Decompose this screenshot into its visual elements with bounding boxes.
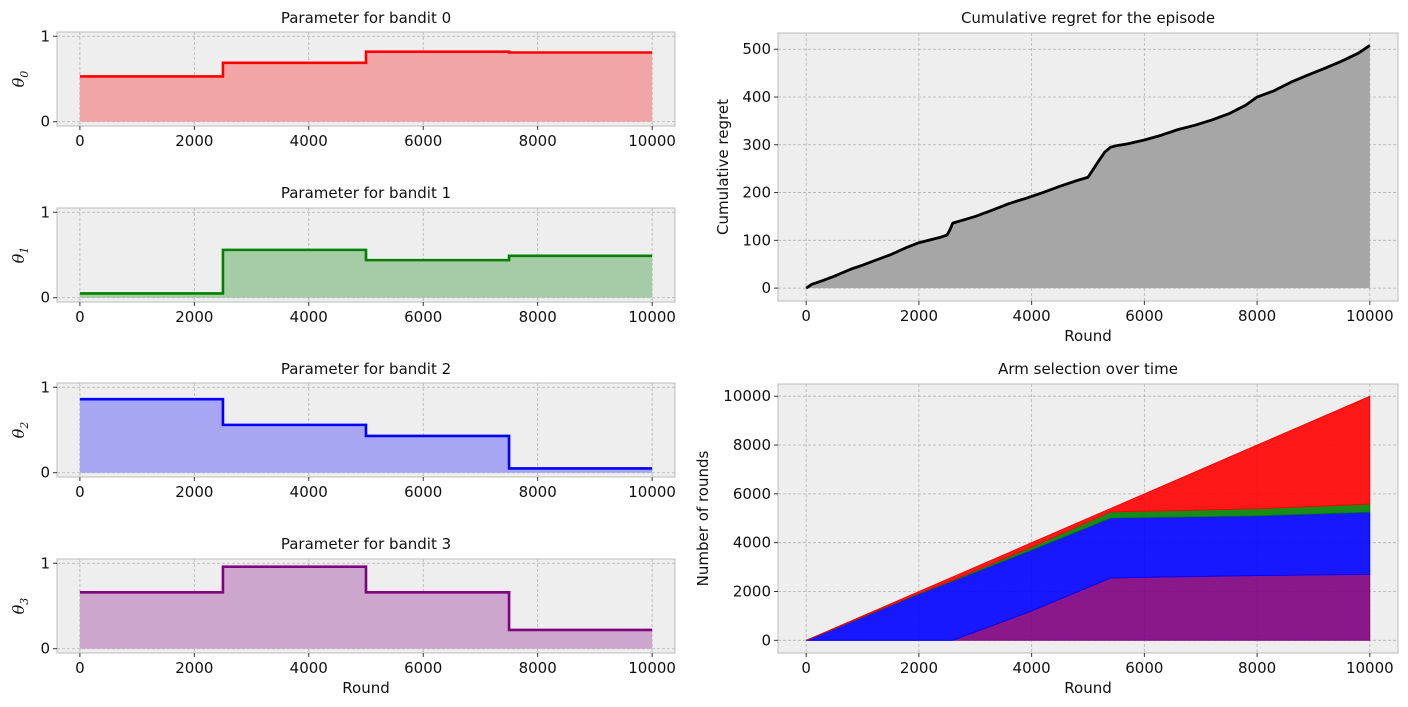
regret-line — [805, 44, 1371, 290]
chart-title: Cumulative regret for the episode — [961, 9, 1215, 27]
y-tick-label: 300 — [742, 136, 771, 154]
x-axis-label: Round — [1064, 679, 1111, 697]
chart-title: Parameter for bandit 1 — [281, 184, 451, 202]
parameter-fill — [79, 51, 653, 122]
x-tick-label: 6000 — [404, 132, 442, 150]
x-tick-label: 8000 — [519, 308, 557, 326]
y-tick-label: 1 — [40, 27, 50, 45]
chart-regret: Cumulative regret 0 2000 4000 6000 8000 10000 0… — [714, 9, 1399, 345]
y-axis-label: Cumulative regret — [714, 99, 732, 235]
chart-title: Parameter for bandit 0 — [281, 9, 451, 27]
x-tick-label: 0 — [801, 659, 811, 677]
stacked-area-3 — [806, 395, 1371, 641]
x-tick-label: 6000 — [404, 659, 442, 677]
x-axis-label: Round — [342, 679, 389, 697]
y-tick-label: 0 — [761, 279, 771, 297]
parameter-fill — [79, 249, 653, 298]
x-tick-label: 8000 — [519, 132, 557, 150]
chart-bandit1: θ1 0 2000 4000 6000 8000 10000 0 1 Parameter for … — [9, 184, 676, 326]
x-tick-label: 0 — [75, 659, 85, 677]
y-tick-label: 200 — [742, 184, 771, 202]
y-tick-label: 4000 — [733, 534, 771, 552]
chart-arms: Number of rounds 0 2000 4000 6000 8000 10000 0 2… — [694, 360, 1399, 697]
y-tick-label: 10000 — [723, 387, 771, 405]
chart-title: Parameter for bandit 2 — [281, 360, 451, 378]
chart-title: Arm selection over time — [998, 360, 1178, 378]
x-tick-label: 4000 — [1013, 659, 1051, 677]
y-tick-label: 1 — [40, 554, 50, 572]
x-tick-label: 0 — [75, 132, 85, 150]
x-tick-label: 0 — [75, 483, 85, 501]
x-tick-label: 0 — [801, 307, 811, 325]
x-tick-label: 6000 — [1125, 659, 1163, 677]
x-tick-label: 10000 — [628, 659, 676, 677]
y-tick-label: 0 — [40, 289, 50, 307]
x-tick-label: 8000 — [519, 483, 557, 501]
x-tick-label: 2000 — [175, 659, 213, 677]
y-tick-label: 0 — [40, 640, 50, 658]
x-tick-label: 8000 — [1238, 659, 1276, 677]
y-axis-label: Number of rounds — [694, 451, 712, 587]
y-tick-label: 0 — [40, 113, 50, 131]
chart-bandit0: θ0 0 2000 4000 6000 8000 10000 0 1 Parameter for … — [9, 9, 676, 150]
x-tick-label: 10000 — [628, 308, 676, 326]
x-tick-label: 2000 — [175, 308, 213, 326]
y-tick-label: 1 — [40, 378, 50, 396]
parameter-line — [79, 565, 653, 632]
x-tick-label: 4000 — [290, 308, 328, 326]
x-tick-label: 2000 — [900, 307, 938, 325]
x-tick-label: 4000 — [1013, 307, 1051, 325]
x-tick-label: 4000 — [290, 132, 328, 150]
x-tick-label: 6000 — [404, 483, 442, 501]
y-axis-label: θ3 — [9, 598, 31, 615]
chart-title: Parameter for bandit 3 — [281, 535, 451, 553]
x-tick-label: 8000 — [519, 659, 557, 677]
parameter-line — [79, 50, 653, 78]
regret-fill — [806, 45, 1370, 289]
parameter-line — [79, 397, 653, 470]
x-tick-label: 4000 — [290, 483, 328, 501]
y-axis-label: θ2 — [9, 422, 31, 439]
y-tick-label: 8000 — [733, 436, 771, 454]
x-tick-label: 4000 — [290, 659, 328, 677]
y-tick-label: 6000 — [733, 485, 771, 503]
x-axis-label: Round — [1064, 327, 1111, 345]
y-tick-label: 0 — [40, 464, 50, 482]
y-axis-label: θ0 — [9, 71, 31, 88]
x-tick-label: 10000 — [1346, 659, 1394, 677]
x-tick-label: 2000 — [900, 659, 938, 677]
x-tick-label: 2000 — [175, 132, 213, 150]
x-tick-label: 6000 — [1125, 307, 1163, 325]
x-tick-label: 10000 — [628, 483, 676, 501]
chart-bandit3: θ3 0 2000 4000 6000 8000 10000 0 1 Parameter for … — [9, 535, 676, 697]
y-tick-label: 500 — [742, 40, 771, 58]
x-tick-label: 6000 — [404, 308, 442, 326]
chart-bandit2: θ2 0 2000 4000 6000 8000 10000 0 1 Parameter for … — [9, 360, 676, 501]
y-tick-label: 100 — [742, 231, 771, 249]
y-tick-label: 400 — [742, 88, 771, 106]
x-tick-label: 2000 — [175, 483, 213, 501]
x-tick-label: 0 — [75, 308, 85, 326]
x-tick-label: 10000 — [628, 132, 676, 150]
parameter-line — [79, 248, 653, 295]
x-tick-label: 10000 — [1346, 307, 1394, 325]
y-tick-label: 2000 — [733, 582, 771, 600]
y-tick-label: 0 — [761, 631, 771, 649]
y-axis-label: θ1 — [9, 247, 31, 264]
y-tick-label: 1 — [40, 203, 50, 221]
x-tick-label: 8000 — [1238, 307, 1276, 325]
